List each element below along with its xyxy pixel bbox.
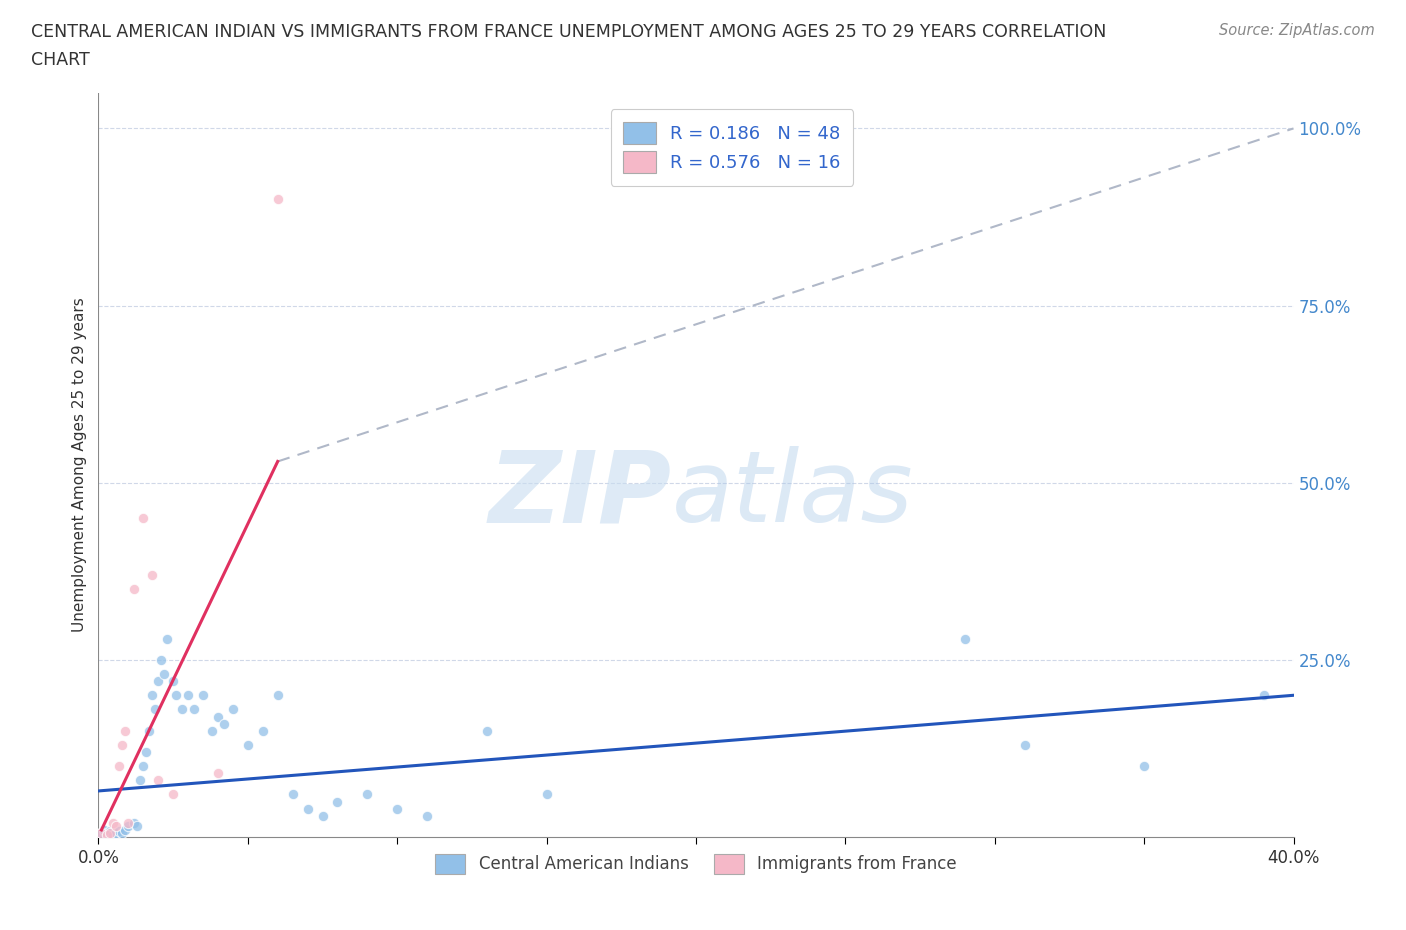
Point xyxy=(475,724,498,738)
Point xyxy=(212,716,235,731)
Point xyxy=(105,819,128,834)
Text: CENTRAL AMERICAN INDIAN VS IMMIGRANTS FROM FRANCE UNEMPLOYMENT AMONG AGES 25 TO : CENTRAL AMERICAN INDIAN VS IMMIGRANTS FR… xyxy=(31,23,1107,41)
Point xyxy=(108,759,131,774)
Point xyxy=(124,581,146,596)
Point xyxy=(127,819,149,834)
Point xyxy=(117,816,139,830)
Point xyxy=(114,822,136,837)
Point xyxy=(132,759,155,774)
Point xyxy=(90,826,112,841)
Point xyxy=(252,724,274,738)
Point xyxy=(141,688,163,703)
Point xyxy=(114,724,136,738)
Point xyxy=(1014,737,1036,752)
Point xyxy=(177,688,200,703)
Point xyxy=(162,787,184,802)
Point xyxy=(191,688,214,703)
Point xyxy=(111,737,134,752)
Point xyxy=(207,709,229,724)
Text: CHART: CHART xyxy=(31,51,90,69)
Point xyxy=(311,808,333,823)
Point xyxy=(98,824,122,839)
Point xyxy=(148,773,170,788)
Text: Source: ZipAtlas.com: Source: ZipAtlas.com xyxy=(1219,23,1375,38)
Point xyxy=(536,787,558,802)
Text: ZIP: ZIP xyxy=(489,446,672,543)
Point xyxy=(297,802,319,817)
Point xyxy=(111,826,134,841)
Point xyxy=(267,688,290,703)
Text: atlas: atlas xyxy=(672,446,914,543)
Point xyxy=(156,631,179,646)
Point xyxy=(153,667,176,682)
Point xyxy=(172,702,194,717)
Point xyxy=(416,808,439,823)
Point xyxy=(1133,759,1156,774)
Point xyxy=(129,773,152,788)
Point xyxy=(108,824,131,839)
Point xyxy=(93,822,115,837)
Point xyxy=(207,765,229,780)
Point xyxy=(1253,688,1275,703)
Point xyxy=(183,702,205,717)
Point xyxy=(141,567,163,582)
Point xyxy=(138,724,160,738)
Point xyxy=(201,724,224,738)
Point xyxy=(356,787,378,802)
Point xyxy=(148,673,170,688)
Point xyxy=(98,826,122,841)
Point xyxy=(267,192,290,206)
Point xyxy=(105,826,128,841)
Point xyxy=(103,816,125,830)
Point xyxy=(236,737,259,752)
Point xyxy=(281,787,304,802)
Point xyxy=(96,826,118,841)
Point xyxy=(90,826,112,841)
Point xyxy=(953,631,976,646)
Point xyxy=(96,828,118,843)
Point xyxy=(222,702,245,717)
Point xyxy=(143,702,166,717)
Point xyxy=(162,673,184,688)
Point xyxy=(103,828,125,843)
Point xyxy=(385,802,409,817)
Point xyxy=(326,794,349,809)
Point xyxy=(150,653,173,668)
Point xyxy=(165,688,187,703)
Point xyxy=(135,745,157,760)
Point xyxy=(124,816,146,830)
Y-axis label: Unemployment Among Ages 25 to 29 years: Unemployment Among Ages 25 to 29 years xyxy=(72,298,87,632)
Point xyxy=(132,511,155,525)
Legend: Central American Indians, Immigrants from France: Central American Indians, Immigrants fro… xyxy=(429,847,963,881)
Point xyxy=(117,819,139,834)
